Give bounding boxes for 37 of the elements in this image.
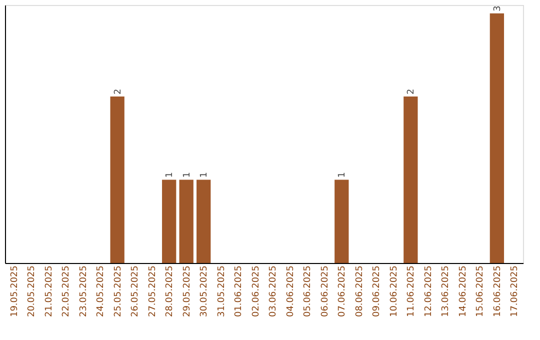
data-label: 1 xyxy=(165,172,176,178)
x-tick-label: 30.05.2025 xyxy=(200,266,210,318)
x-tick-label: 11.06.2025 xyxy=(406,266,417,318)
data-label: 2 xyxy=(113,88,124,95)
x-tick-label: 29.05.2025 xyxy=(182,266,192,318)
x-tick-label: 22.05.2025 xyxy=(62,266,72,318)
x-tick-label: 16.06.2025 xyxy=(492,266,503,318)
x-tick-label: 15.06.2025 xyxy=(476,266,486,318)
x-tick-label: 01.06.2025 xyxy=(234,266,244,318)
x-tick-label: 21.05.2025 xyxy=(44,266,54,318)
x-tick-label: 20.05.2025 xyxy=(27,266,38,318)
x-tick-label: 06.06.2025 xyxy=(320,266,330,318)
data-label: 2 xyxy=(406,88,417,95)
x-tick-label: 08.06.2025 xyxy=(354,266,365,318)
x-tick-label: 07.06.2025 xyxy=(338,266,348,318)
data-label: 1 xyxy=(200,172,210,178)
data-label: 1 xyxy=(338,172,348,178)
x-tick-label: 25.05.2025 xyxy=(113,266,124,318)
x-tick-label: 12.06.2025 xyxy=(424,266,434,318)
x-tick-label: 26.05.2025 xyxy=(130,266,141,318)
data-label: 3 xyxy=(492,6,503,12)
x-tick-label: 04.06.2025 xyxy=(286,266,296,318)
x-tick-label: 27.05.2025 xyxy=(148,266,158,318)
x-tick-label: 09.06.2025 xyxy=(372,266,382,318)
x-tick-label: 05.06.2025 xyxy=(303,266,314,318)
x-tick-label: 14.06.2025 xyxy=(458,266,468,318)
x-tick-label: 02.06.2025 xyxy=(251,266,262,318)
x-tick-label: 10.06.2025 xyxy=(389,266,400,318)
data-label: 1 xyxy=(182,172,192,178)
x-tick-label: 03.06.2025 xyxy=(268,266,279,318)
x-tick-label: 17.06.2025 xyxy=(510,266,520,318)
x-tick-label: 28.05.2025 xyxy=(165,266,176,318)
x-tick-label: 24.05.2025 xyxy=(96,266,106,318)
x-tick-label: 19.05.2025 xyxy=(10,266,20,318)
x-tick-label: 31.05.2025 xyxy=(216,266,227,318)
x-tick-label: 13.06.2025 xyxy=(441,266,452,318)
x-tick-label: 23.05.2025 xyxy=(78,266,89,318)
